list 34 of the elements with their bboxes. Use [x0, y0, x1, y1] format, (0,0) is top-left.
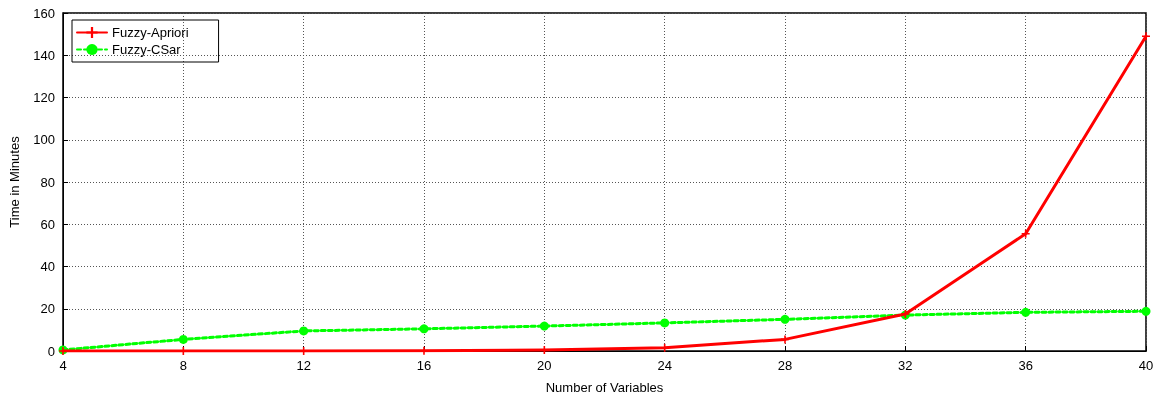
x-tick-label: 24 — [657, 358, 672, 373]
y-tick-label: 0 — [47, 343, 55, 359]
point — [178, 334, 188, 344]
point — [1021, 229, 1030, 238]
x-tick-label: 16 — [416, 358, 432, 373]
x-tick-label: 12 — [296, 358, 311, 373]
legend-label: Fuzzy-Apriori — [112, 25, 189, 40]
point — [780, 314, 790, 324]
y-tick-label: 20 — [40, 301, 55, 317]
point — [1021, 307, 1031, 317]
x-tick-label: 40 — [1138, 358, 1154, 373]
y-tick-label: 80 — [40, 174, 55, 190]
point — [1141, 306, 1151, 316]
x-tick-label: 4 — [59, 358, 67, 373]
y-tick-label: 40 — [40, 259, 55, 274]
point — [781, 335, 789, 344]
y-axis-title: Time in Minutes — [7, 135, 22, 228]
y-tick-label: 160 — [33, 5, 55, 21]
point — [419, 324, 429, 334]
point — [299, 326, 309, 336]
y-tick-label: 140 — [33, 47, 55, 63]
y-tick-label: 100 — [33, 132, 55, 148]
point — [660, 318, 670, 328]
point — [1142, 32, 1150, 41]
x-tick-label: 32 — [898, 358, 913, 373]
y-tick-label: 60 — [40, 216, 55, 232]
point — [539, 321, 549, 331]
legend-label: Fuzzy-CSar — [112, 42, 182, 57]
x-tick-label: 28 — [777, 358, 793, 373]
x-tick-label: 20 — [537, 358, 552, 373]
x-tick-label: 8 — [179, 358, 187, 373]
x-axis-title: Number of Variables — [545, 380, 664, 395]
y-tick-label: 120 — [33, 90, 55, 105]
x-tick-label: 36 — [1018, 358, 1033, 373]
